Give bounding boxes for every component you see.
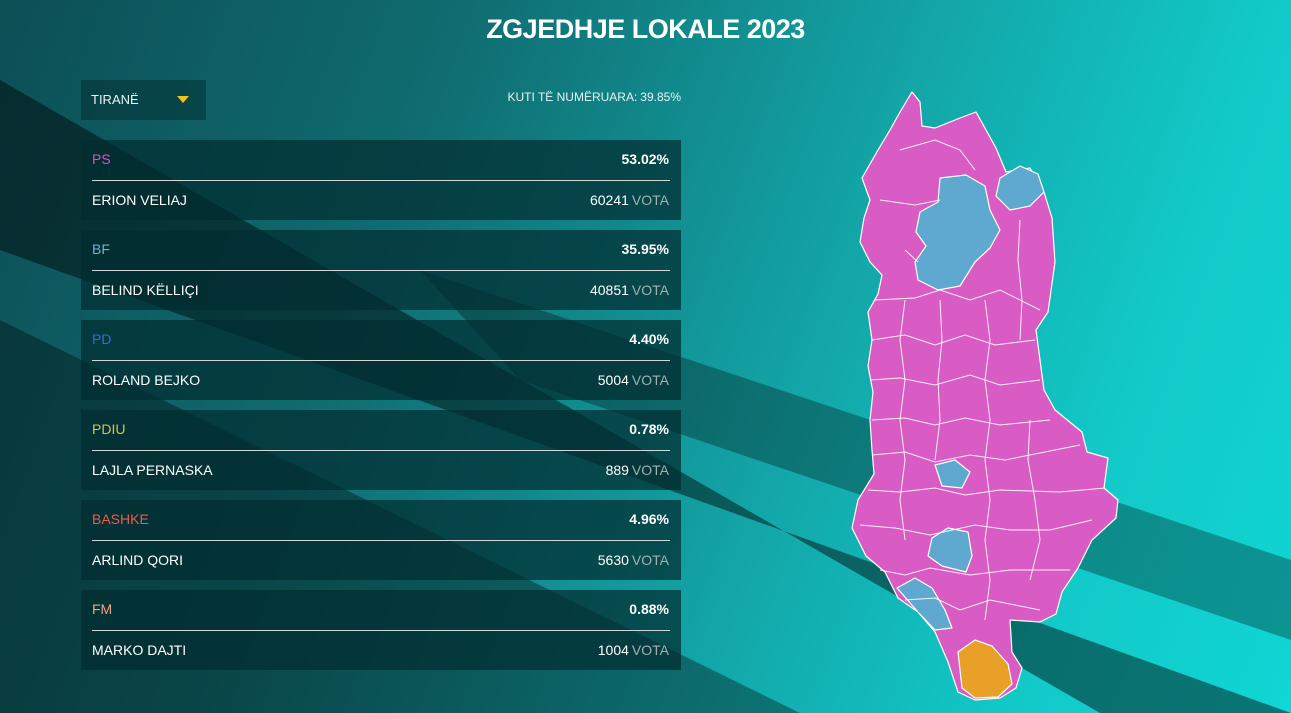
- vote-count-value: 1004: [597, 642, 629, 658]
- party-name: BASHKE: [92, 511, 149, 527]
- chevron-down-icon: [177, 96, 189, 103]
- map-country-outline: [851, 91, 1119, 701]
- party-percent: 35.95%: [621, 241, 669, 257]
- vote-count-value: 40851: [589, 282, 629, 298]
- map-region-bf-north: [914, 174, 1001, 291]
- counted-boxes-label: KUTI TË NUMËRUARA:: [507, 90, 638, 104]
- candidate-name: ROLAND BEJKO: [92, 372, 201, 388]
- party-percent: 53.02%: [621, 151, 669, 167]
- party-name: PD: [92, 331, 112, 347]
- divider: [92, 450, 670, 451]
- party-name: PS: [92, 151, 111, 167]
- candidate-name: LAJLA PERNASKA: [92, 462, 213, 478]
- vote-unit: VOTA: [631, 372, 669, 388]
- map-region-bf-central: [934, 459, 971, 489]
- vote-count: 40851 VOTA: [590, 282, 669, 298]
- candidate-name: MARKO DAJTI: [92, 642, 187, 658]
- vote-count-value: 60241: [589, 192, 629, 208]
- results-list: PS 53.02% ERION VELIAJ 60241 VOTA BF 35.9…: [81, 140, 681, 680]
- party-name: FM: [92, 601, 113, 617]
- map-region-bf-southwest: [896, 577, 953, 631]
- vote-count: 889 VOTA: [606, 462, 669, 478]
- divider: [92, 180, 670, 181]
- result-card-bf: BF 35.95% BELIND KËLLIÇI 40851 VOTA: [81, 230, 681, 310]
- vote-count: 1004 VOTA: [598, 642, 669, 658]
- vote-unit: VOTA: [631, 462, 669, 478]
- vote-unit: VOTA: [631, 192, 669, 208]
- candidate-name: ARLIND QORI: [92, 552, 184, 568]
- albania-municipality-map: [851, 91, 1119, 701]
- candidate-name: ERION VELIAJ: [92, 192, 187, 208]
- vote-count: 5630 VOTA: [598, 552, 669, 568]
- map-region-other-south: [957, 639, 1013, 699]
- result-card-fm: FM 0.88% MARKO DAJTI 1004 VOTA: [81, 590, 681, 670]
- divider: [92, 360, 670, 361]
- vote-count-value: 5630: [597, 552, 629, 568]
- vote-count-value: 889: [605, 462, 629, 478]
- municipality-selected-value: TIRANË: [91, 92, 139, 107]
- candidate-name: BELIND KËLLIÇI: [92, 282, 199, 298]
- party-percent: 4.40%: [629, 331, 669, 347]
- vote-count: 60241 VOTA: [590, 192, 669, 208]
- vote-count: 5004 VOTA: [598, 372, 669, 388]
- result-card-ps: PS 53.02% ERION VELIAJ 60241 VOTA: [81, 140, 681, 220]
- vote-unit: VOTA: [631, 552, 669, 568]
- result-card-pdiu: PDIU 0.78% LAJLA PERNASKA 889 VOTA: [81, 410, 681, 490]
- divider: [92, 540, 670, 541]
- counted-boxes: KUTI TË NUMËRUARA: 39.85%: [480, 90, 682, 104]
- vote-unit: VOTA: [631, 282, 669, 298]
- map-region-bf-northeast: [995, 165, 1045, 211]
- party-name: PDIU: [92, 421, 126, 437]
- page-title: ZGJEDHJE LOKALE 2023: [486, 14, 805, 44]
- party-percent: 0.78%: [629, 421, 669, 437]
- result-card-bashke: BASHKE 4.96% ARLIND QORI 5630 VOTA: [81, 500, 681, 580]
- party-percent: 0.88%: [629, 601, 669, 617]
- party-name: BF: [92, 241, 110, 257]
- vote-unit: VOTA: [631, 642, 669, 658]
- map-internal-borders: [859, 139, 1106, 621]
- counted-boxes-value: 39.85%: [640, 90, 681, 104]
- divider: [92, 270, 670, 271]
- divider: [92, 630, 670, 631]
- map-region-bf-south: [927, 527, 973, 573]
- vote-count-value: 5004: [597, 372, 629, 388]
- municipality-dropdown[interactable]: TIRANË: [81, 80, 206, 120]
- result-card-pd: PD 4.40% ROLAND BEJKO 5004 VOTA: [81, 320, 681, 400]
- party-percent: 4.96%: [629, 511, 669, 527]
